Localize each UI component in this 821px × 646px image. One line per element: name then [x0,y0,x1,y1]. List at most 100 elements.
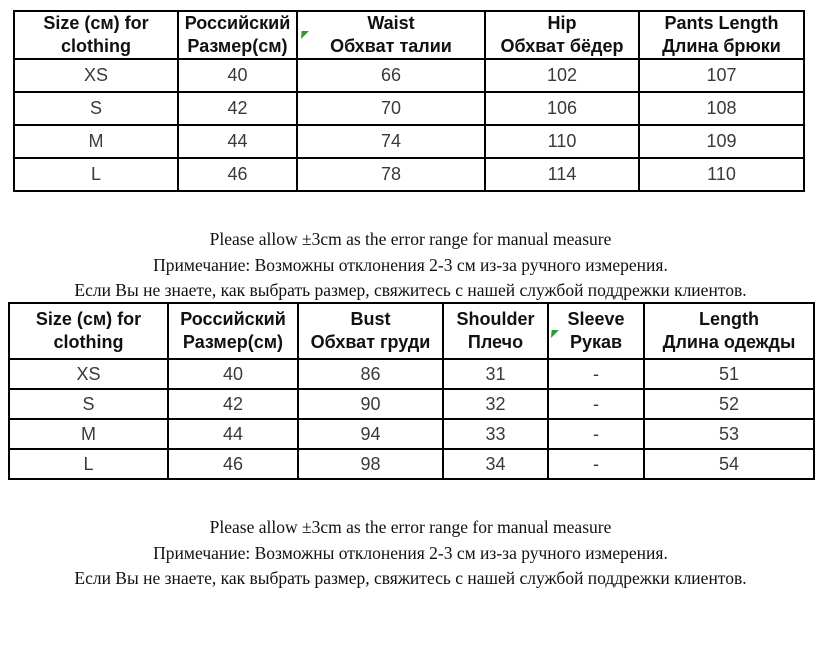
value-cell: 107 [638,58,805,93]
header-line-ru: Обхват талии [330,36,452,56]
note-line-english: Please allow ±3cm as the error range for… [209,229,612,249]
table-header-row: Size (см) for clothing Российский Размер… [13,10,805,60]
value-cell: 86 [297,358,444,390]
value-cell: 42 [167,388,299,420]
header-line-ru: Обхват бёдер [500,36,624,56]
header-line-ru: Размер(см) [187,36,288,56]
table-row-m: M 44 94 33 - 53 [8,418,815,450]
header-line-en: Size (см) for [35,309,142,329]
comment-marker-icon [301,31,309,39]
table-row-xs: XS 40 66 102 107 [13,58,805,93]
value-cell: 70 [296,91,486,126]
value-cell: 31 [442,358,549,390]
value-cell: 52 [643,388,815,420]
header-bust: Bust Обхват груди [297,302,444,360]
header-line-ru: Размер(см) [182,332,284,352]
value-cell: 32 [442,388,549,420]
table-row-s: S 42 70 106 108 [13,91,805,126]
value-cell: 102 [484,58,640,93]
header-line-en: Size (см) for [43,13,149,33]
table-row-l: L 46 98 34 - 54 [8,448,815,480]
size-cell: L [8,448,169,480]
value-cell: 46 [177,157,298,192]
header-line-ru: Длина одежды [662,332,796,352]
value-cell: - [547,388,645,420]
header-line-en: Российский [180,309,286,329]
table-row-xs: XS 40 86 31 - 51 [8,358,815,390]
size-cell: S [8,388,169,420]
value-cell: 40 [167,358,299,390]
measure-note-bottom: Please allow ±3cm as the error range for… [0,515,821,592]
comment-marker-icon [551,330,559,338]
value-cell: 114 [484,157,640,192]
table-header-row: Size (см) for clothing Российский Размер… [8,302,815,360]
header-waist: Waist Обхват талии [296,10,486,60]
value-cell: 110 [484,124,640,159]
value-cell: 44 [177,124,298,159]
size-cell: L [13,157,179,192]
header-sleeve: Sleeve Рукав [547,302,645,360]
header-length: Length Длина одежды [643,302,815,360]
value-cell: 42 [177,91,298,126]
header-size-for-clothing: Size (см) for clothing [8,302,169,360]
value-cell: 51 [643,358,815,390]
value-cell: - [547,358,645,390]
header-line-ru: Рукав [569,332,623,352]
header-pants-length: Pants Length Длина брюки [638,10,805,60]
value-cell: 44 [167,418,299,450]
table-row-l: L 46 78 114 110 [13,157,805,192]
header-line-en: Length [699,309,759,329]
header-line-en: Pants Length [664,13,779,33]
measure-note-top: Please allow ±3cm as the error range for… [0,227,821,304]
value-cell: 94 [297,418,444,450]
note-line-russian-2: Если Вы не знаете, как выбрать размер, с… [74,568,747,589]
header-line-ru: clothing [53,332,124,352]
value-cell: 66 [296,58,486,93]
value-cell: 90 [297,388,444,420]
pants-size-table: Size (см) for clothing Российский Размер… [13,10,805,192]
header-russian-size: Российский Размер(см) [167,302,299,360]
header-line-en: Sleeve [567,309,625,329]
header-line-ru: Плечо [467,332,524,352]
note-line-russian-2: Если Вы не знаете, как выбрать размер, с… [74,280,747,301]
size-cell: XS [8,358,169,390]
value-cell: - [547,448,645,480]
table-row-m: M 44 74 110 109 [13,124,805,159]
header-hip: Hip Обхват бёдер [484,10,640,60]
value-cell: 40 [177,58,298,93]
value-cell: 74 [296,124,486,159]
value-cell: 53 [643,418,815,450]
top-size-table: Size (см) for clothing Российский Размер… [8,302,815,480]
value-cell: 33 [442,418,549,450]
header-shoulder: Shoulder Плечо [442,302,549,360]
size-cell: XS [13,58,179,93]
value-cell: 106 [484,91,640,126]
size-cell: M [13,124,179,159]
value-cell: 78 [296,157,486,192]
header-line-en: Shoulder [456,309,535,329]
header-line-en: Российский [184,13,291,33]
value-cell: 108 [638,91,805,126]
size-cell: M [8,418,169,450]
value-cell: - [547,418,645,450]
header-russian-size: Российский Размер(см) [177,10,298,60]
header-line-ru: clothing [61,36,131,56]
note-line-russian-1: Примечание: Возможны отклонения 2-3 см и… [153,254,668,275]
header-size-for-clothing: Size (см) for clothing [13,10,179,60]
value-cell: 110 [638,157,805,192]
size-cell: S [13,91,179,126]
header-line-ru: Обхват груди [310,332,431,352]
header-line-en: Hip [547,13,577,33]
note-line-english: Please allow ±3cm as the error range for… [209,517,612,537]
value-cell: 34 [442,448,549,480]
table-row-s: S 42 90 32 - 52 [8,388,815,420]
header-line-en: Waist [367,13,415,33]
value-cell: 109 [638,124,805,159]
note-line-russian-1: Примечание: Возможны отклонения 2-3 см и… [153,542,668,563]
value-cell: 46 [167,448,299,480]
value-cell: 98 [297,448,444,480]
value-cell: 54 [643,448,815,480]
header-line-en: Bust [350,309,391,329]
header-line-ru: Длина брюки [662,36,781,56]
